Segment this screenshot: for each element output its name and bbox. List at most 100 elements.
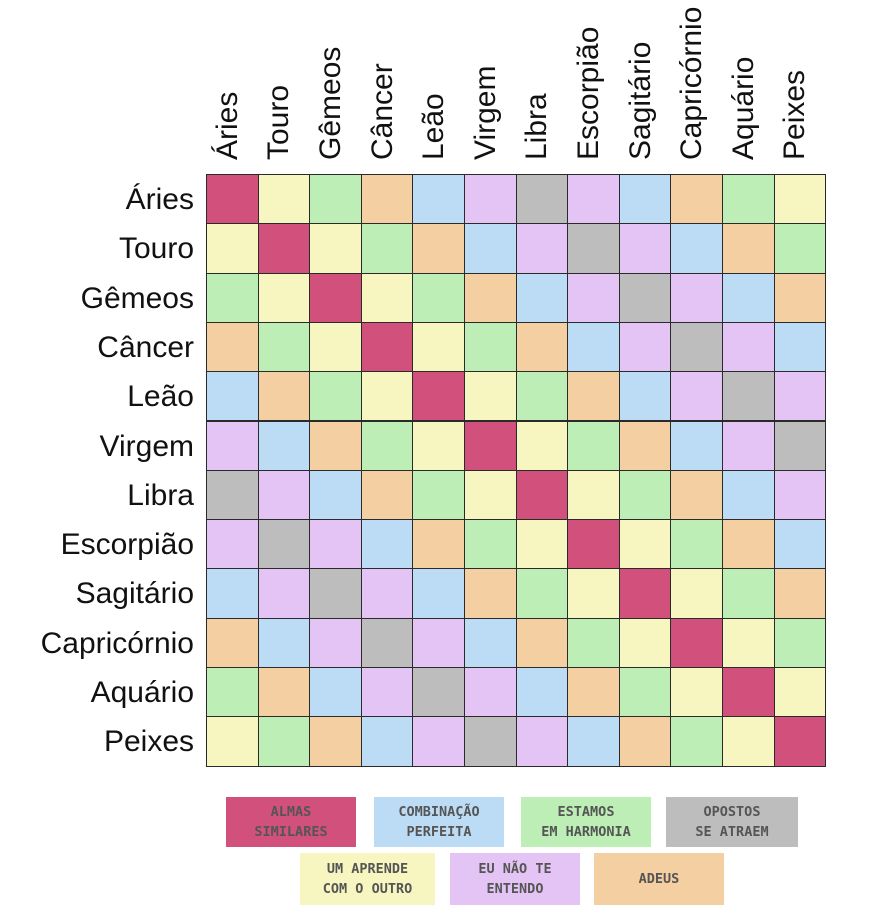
- column-label: Sagitário: [623, 41, 657, 160]
- legend-item-almas: ALMAS SIMILARES: [226, 797, 356, 847]
- legend-label-line: COM O OUTRO: [322, 881, 413, 897]
- heatmap-cell: [309, 568, 362, 619]
- heatmap-cell: [567, 223, 620, 274]
- heatmap-cell: [773, 519, 827, 570]
- heatmap-cell: [722, 568, 775, 619]
- heatmap-cell: [773, 321, 827, 373]
- heatmap-cell: [464, 272, 517, 323]
- heatmap-cell: [618, 519, 672, 570]
- legend-item-opostos: OPOSTOS SE ATRAEM: [666, 797, 798, 847]
- heatmap-cell: [773, 568, 827, 619]
- heatmap-cell: [360, 223, 414, 274]
- legend-label-line: ENTENDO: [486, 881, 544, 897]
- heatmap-cell: [773, 716, 827, 767]
- heatmap-cell: [618, 321, 672, 373]
- heatmap-cell: [309, 272, 362, 323]
- heatmap-cell: [464, 716, 517, 767]
- heatmap-cell: [722, 519, 775, 570]
- row-label: Gêmeos: [80, 281, 194, 315]
- heatmap-cell: [670, 469, 723, 521]
- heatmap-cell: [567, 716, 620, 767]
- heatmap-cell: [464, 174, 517, 225]
- legend-label: UM APRENDE COM O OUTRO: [323, 859, 412, 899]
- heatmap-cell: [618, 617, 672, 668]
- heatmap-cell: [670, 667, 723, 718]
- heatmap-cell: [464, 223, 517, 274]
- heatmap-cell: [257, 716, 311, 767]
- heatmap-cell: [309, 519, 362, 570]
- column-label: Leão: [417, 93, 451, 160]
- heatmap-cell: [257, 420, 311, 471]
- heatmap-cell: [360, 469, 414, 521]
- heatmap-cell: [257, 371, 311, 422]
- heatmap-cell: [618, 371, 672, 422]
- heatmap-cell: [412, 174, 465, 225]
- heatmap-cell: [257, 617, 311, 668]
- legend-item-aprende: UM APRENDE COM O OUTRO: [300, 853, 435, 905]
- column-label: Capricórnio: [675, 6, 709, 160]
- heatmap-cell: [206, 272, 259, 323]
- heatmap-cell: [360, 272, 414, 323]
- heatmap-cell: [567, 272, 620, 323]
- heatmap-cell: [722, 420, 775, 471]
- legend-label-line: ALMAS: [270, 804, 312, 820]
- heatmap-cell: [618, 223, 672, 274]
- heatmap-cell: [464, 420, 517, 471]
- heatmap-cell: [670, 174, 723, 225]
- heatmap-cell: [360, 519, 414, 570]
- heatmap-cell: [515, 617, 569, 668]
- heatmap-cell: [464, 321, 517, 373]
- heatmap-cell: [464, 469, 517, 521]
- column-label: Virgem: [468, 65, 502, 160]
- heatmap-cell: [670, 223, 723, 274]
- heatmap-cell: [567, 174, 620, 225]
- row-label: Sagitário: [75, 577, 194, 611]
- heatmap-cell: [515, 667, 569, 718]
- heatmap-cell: [515, 272, 569, 323]
- heatmap-cell: [257, 469, 311, 521]
- heatmap-cell: [412, 716, 465, 767]
- heatmap-cell: [206, 469, 259, 521]
- legend-label: ADEUS: [639, 869, 680, 889]
- column-label: Peixes: [778, 69, 812, 160]
- column-label: Aquário: [726, 56, 760, 160]
- heatmap-cell: [464, 568, 517, 619]
- heatmap-cell: [515, 469, 569, 521]
- heatmap-cell: [670, 321, 723, 373]
- heatmap-cell: [618, 272, 672, 323]
- heatmap-cell: [670, 371, 723, 422]
- legend-label: OPOSTOS SE ATRAEM: [695, 802, 768, 842]
- heatmap-cell: [722, 223, 775, 274]
- heatmap-cell: [722, 667, 775, 718]
- legend-item-naoentendo: EU NÃO TE ENTENDO: [450, 853, 580, 905]
- heatmap-cell: [722, 174, 775, 225]
- heatmap-cell: [515, 321, 569, 373]
- heatmap-cell: [567, 371, 620, 422]
- heatmap-cell: [309, 174, 362, 225]
- heatmap-cell: [206, 223, 259, 274]
- heatmap-cell: [618, 667, 672, 718]
- heatmap-cell: [360, 667, 414, 718]
- heatmap-cell: [412, 371, 465, 422]
- heatmap-cell: [360, 716, 414, 767]
- legend-label-line: COMBINAÇÃO: [398, 804, 480, 820]
- heatmap-cell: [309, 469, 362, 521]
- heatmap-cell: [412, 321, 465, 373]
- heatmap-cell: [515, 420, 569, 471]
- heatmap-cell: [360, 568, 414, 619]
- heatmap-cell: [412, 420, 465, 471]
- heatmap-cell: [567, 469, 620, 521]
- heatmap-cell: [567, 321, 620, 373]
- heatmap-cell: [206, 174, 259, 225]
- legend-label: COMBINAÇÃO PERFEITA: [398, 802, 479, 842]
- heatmap-cell: [257, 667, 311, 718]
- legend-label-line: OPOSTOS: [703, 804, 761, 820]
- heatmap-cell: [773, 420, 827, 471]
- heatmap-cell: [412, 519, 465, 570]
- heatmap-cell: [618, 469, 672, 521]
- heatmap-cell: [309, 223, 362, 274]
- heatmap-cell: [722, 716, 775, 767]
- heatmap-cell: [773, 272, 827, 323]
- heatmap-cell: [309, 420, 362, 471]
- heatmap-cell: [309, 617, 362, 668]
